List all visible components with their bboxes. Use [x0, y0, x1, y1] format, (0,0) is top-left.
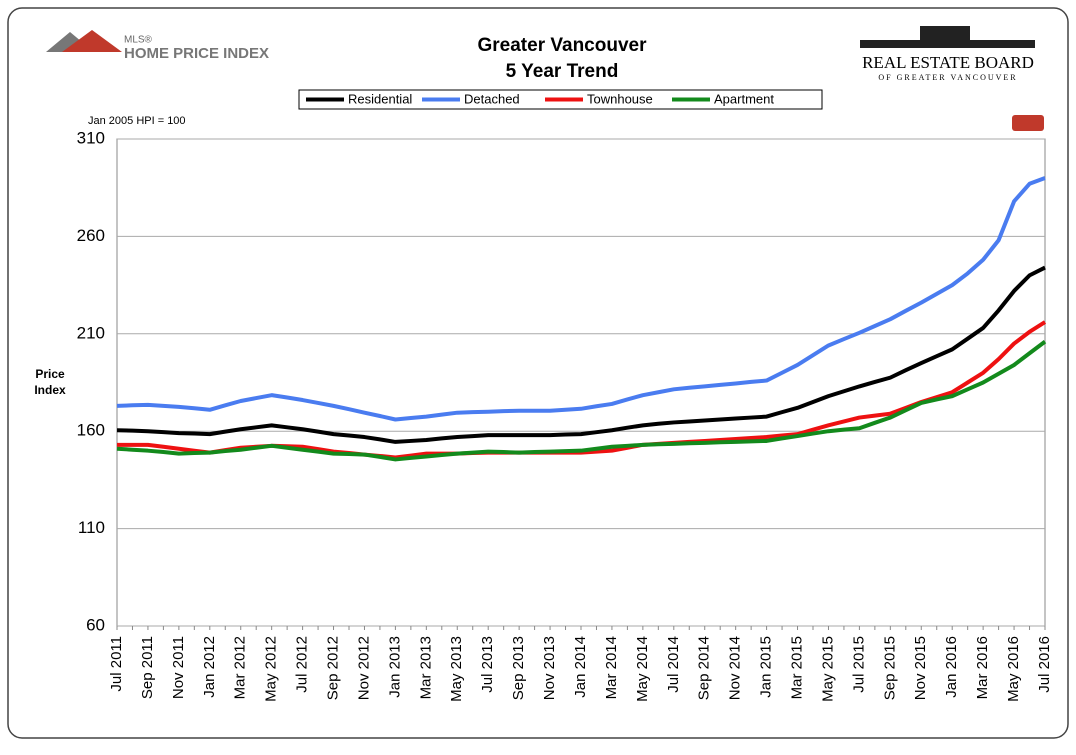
chart-title: Greater Vancouver	[478, 35, 648, 56]
x-tick-label: Nov 2012	[355, 636, 372, 700]
x-tick-label: Nov 2013	[541, 636, 558, 700]
y-tick-label: 260	[77, 226, 105, 245]
legend-label: Detached	[464, 91, 520, 106]
legend-label: Townhouse	[587, 91, 653, 106]
board-sub: OF GREATER VANCOUVER	[878, 73, 1017, 82]
y-axis-label: Price Index	[34, 367, 66, 397]
x-tick-label: Jan 2014	[572, 636, 589, 698]
x-tick-label: Mar 2015	[789, 636, 806, 699]
x-tick-label: Jul 2011	[108, 636, 125, 692]
series-line	[116, 265, 1046, 444]
x-tick-label: Sep 2013	[510, 636, 527, 700]
annotation: Jan 2005 HPI = 100	[88, 115, 186, 127]
x-tick-label: Nov 2014	[727, 636, 744, 700]
y-tick-label: 160	[77, 421, 105, 440]
x-tick-label: Mar 2012	[232, 636, 249, 699]
x-tick-label: Jan 2015	[758, 636, 775, 698]
y-tick-label: 110	[78, 518, 105, 537]
x-tick-label: Sep 2012	[325, 636, 342, 700]
x-tick-label: Sep 2014	[696, 636, 713, 700]
x-tick-label: Jul 2014	[665, 636, 682, 693]
y-tick-label: 60	[86, 615, 105, 634]
y-label-box: Price Index	[34, 367, 66, 397]
legend-label: Residential	[348, 91, 412, 106]
logo-small: MLS®	[124, 35, 153, 46]
frame	[7, 7, 1069, 739]
x-tick-label: Sep 2011	[139, 636, 156, 699]
logo-roof2	[62, 30, 122, 52]
x-tick-label: Jul 2013	[479, 636, 496, 693]
x-tick-label: Jan 2013	[386, 636, 403, 698]
series-line	[116, 339, 1047, 462]
logo-name: HOME PRICE INDEX	[124, 45, 269, 62]
skyline-towers	[920, 26, 970, 42]
x-tick-label: Jul 2015	[850, 636, 867, 693]
x-tick-label: May 2016	[1005, 636, 1022, 702]
x-tick-label: Nov 2015	[912, 636, 929, 700]
legend-label: Apartment	[714, 91, 774, 106]
x-tick-label: May 2015	[819, 636, 836, 702]
board-name: REAL ESTATE BOARD	[862, 53, 1034, 72]
x-tick-label: Jul 2016	[1036, 636, 1053, 693]
mls-badge	[1012, 115, 1044, 131]
y-tick-label: 210	[77, 323, 105, 342]
y-tick-label: 310	[77, 128, 105, 147]
x-tick-label: Jul 2012	[294, 636, 311, 693]
x-tick-label: Mar 2013	[417, 636, 434, 699]
chart-subtitle: 5 Year Trend	[506, 61, 619, 82]
skyline	[860, 40, 1035, 48]
x-tick-label: May 2012	[263, 636, 280, 702]
x-tick-label: Mar 2016	[974, 636, 991, 699]
series-line	[116, 176, 1046, 422]
x-tick-label: Sep 2015	[881, 636, 898, 700]
x-tick-label: Mar 2014	[603, 636, 620, 699]
x-tick-label: Jan 2012	[201, 636, 218, 698]
x-tick-label: May 2014	[634, 636, 651, 702]
x-tick-label: May 2013	[448, 636, 465, 702]
x-tick-label: Jan 2016	[943, 636, 960, 698]
x-tick-label: Nov 2011	[170, 636, 187, 699]
